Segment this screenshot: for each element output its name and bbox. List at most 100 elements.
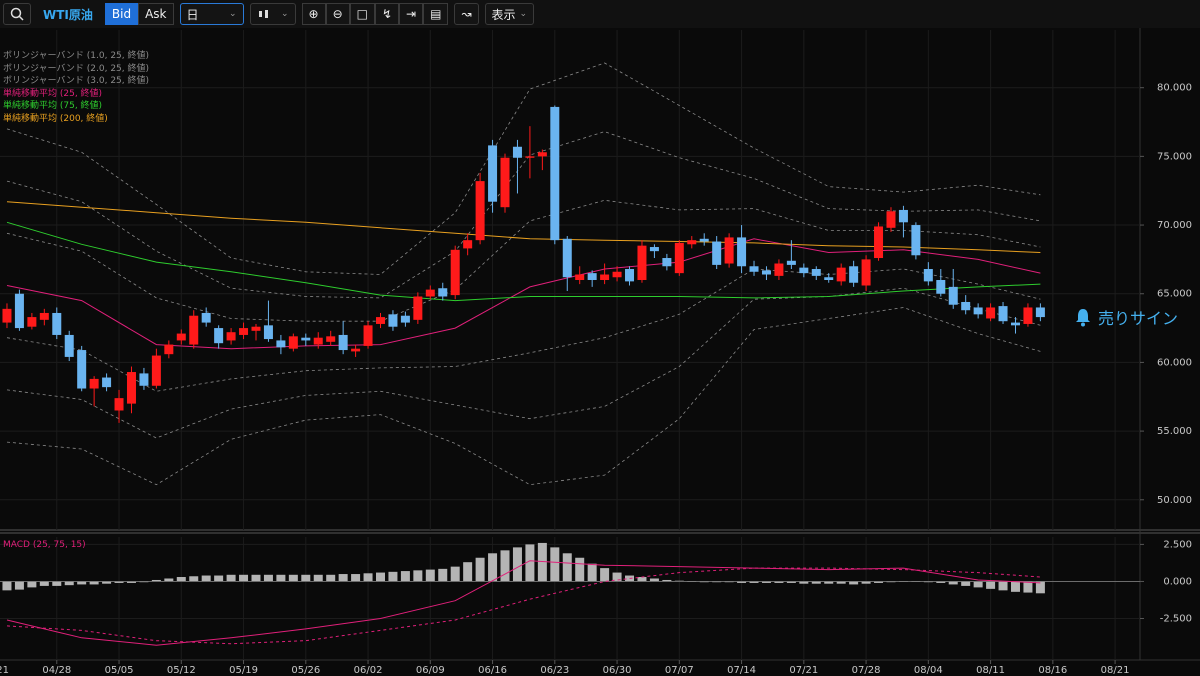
macd-title: MACD (25, 75, 15) <box>3 540 86 550</box>
candle-body <box>463 240 473 249</box>
y-tick-label: 0.000 <box>1163 576 1192 587</box>
sell-signal[interactable]: 売りサイン <box>1074 305 1178 329</box>
period-dropdown[interactable]: 日 ⌄ <box>179 3 244 25</box>
legend-entry[interactable]: ボリンジャーバンド (3.0, 25, 終値) <box>3 76 150 86</box>
candle-body <box>948 286 958 305</box>
candle-body <box>39 312 49 320</box>
histogram-bar <box>824 581 834 584</box>
candle-body <box>786 260 796 265</box>
x-tick-label: 05/12 <box>167 665 196 676</box>
search-button[interactable] <box>3 3 31 25</box>
candle-body <box>874 226 884 259</box>
candle-body <box>986 307 996 319</box>
candle-body <box>313 337 323 345</box>
candle-body <box>201 312 211 323</box>
candle-body <box>712 241 722 265</box>
legend-entry[interactable]: 単純移動平均 (200, 終値) <box>3 113 108 124</box>
period: 日 <box>186 7 199 22</box>
candle-body <box>52 312 62 335</box>
x-tick-label: 04/28 <box>42 665 71 676</box>
histogram-bar <box>89 581 99 585</box>
candle-body <box>450 249 460 296</box>
histogram-bar <box>1035 581 1045 594</box>
x-tick-label: 07/28 <box>852 665 881 676</box>
candle-body <box>425 289 435 297</box>
y-tick-label: -2.500 <box>1160 614 1192 625</box>
chart-type-dropdown[interactable]: ⌄ <box>249 3 296 25</box>
bell-icon <box>1076 309 1090 327</box>
draw-button[interactable]: ↯ <box>374 3 400 25</box>
candle-body <box>1023 307 1033 324</box>
candle-body <box>537 152 547 157</box>
zoom-out[interactable]: ⊖ <box>325 3 350 25</box>
histogram-bar <box>612 572 622 582</box>
instrument[interactable]: WTI原油 <box>43 7 93 22</box>
candle-body <box>562 238 572 278</box>
histogram-bar <box>986 581 996 589</box>
legend-entry[interactable]: 単純移動平均 (75, 終値) <box>3 101 103 111</box>
histogram-bar <box>114 581 124 583</box>
legend-entry[interactable]: 単純移動平均 (25, 終値) <box>3 88 103 99</box>
histogram-bar <box>189 576 199 582</box>
candle-body <box>625 269 635 282</box>
ask-button[interactable]: Ask <box>138 3 174 25</box>
indicator-button[interactable]: ↝ <box>454 3 479 25</box>
x-tick-label: 08/21 <box>1101 665 1130 676</box>
legend-entry[interactable]: ボリンジャーバンド (1.0, 25, 終値) <box>3 51 150 61</box>
price-side: Bid Ask <box>104 3 174 25</box>
x-tick-label: 05/05 <box>105 665 134 676</box>
histogram-bar <box>39 581 49 586</box>
y-tick-label: 80.000 <box>1157 83 1192 94</box>
bid-button[interactable]: Bid <box>104 3 139 25</box>
bollinger-band <box>6 268 1041 392</box>
candle-body <box>749 266 759 272</box>
bollinger-band <box>6 307 1041 486</box>
macd-line <box>6 560 1041 646</box>
histogram-bar <box>500 550 510 582</box>
notes-button[interactable]: ▤ <box>423 3 449 25</box>
histogram-bar <box>786 581 796 583</box>
histogram-bar <box>375 572 385 582</box>
candle-body <box>276 340 286 348</box>
candle-body <box>724 237 734 264</box>
candle-body <box>861 259 871 286</box>
candle-body <box>637 245 647 280</box>
x-tick-label: 08/11 <box>976 665 1005 676</box>
candle-body <box>587 273 597 280</box>
legend-entry[interactable]: ボリンジャーバンド (2.0, 25, 終値) <box>3 63 150 74</box>
candle-body <box>27 317 37 327</box>
display-dropdown[interactable]: 表示 ⌄ <box>484 3 535 25</box>
y-tick-label: 60.000 <box>1157 357 1192 368</box>
candle-body <box>301 337 311 341</box>
candle-body <box>761 270 771 275</box>
jump-latest[interactable]: ⇥ <box>399 3 424 25</box>
histogram-bar <box>251 574 261 582</box>
zoom-in[interactable]: ⊕ <box>301 3 326 25</box>
histogram-bar <box>64 581 74 586</box>
bollinger-band <box>6 62 1041 275</box>
candle-body <box>525 156 535 158</box>
fit-button[interactable]: □ <box>349 3 375 25</box>
histogram-bar <box>226 574 236 582</box>
histogram-bar <box>587 563 597 582</box>
histogram-bar <box>301 574 311 582</box>
candle-body <box>649 247 659 252</box>
moving-average <box>6 221 1041 302</box>
histogram-bar <box>550 547 560 582</box>
candle-body <box>139 373 149 386</box>
x-tick-label: 07/14 <box>727 665 756 676</box>
search-icon <box>10 7 24 21</box>
candle-body <box>488 145 498 202</box>
x-tick-label: 05/19 <box>229 665 258 676</box>
candle-body <box>263 325 273 340</box>
y-tick-label: 75.000 <box>1157 151 1192 162</box>
histogram-bar <box>998 581 1008 591</box>
candle-body <box>351 348 361 352</box>
histogram-bar <box>625 575 635 582</box>
y-tick-label: 2.500 <box>1163 539 1192 550</box>
candle-body <box>911 225 921 256</box>
candle-icon <box>258 10 268 18</box>
histogram-bar <box>488 553 498 582</box>
candle-body <box>176 333 186 341</box>
